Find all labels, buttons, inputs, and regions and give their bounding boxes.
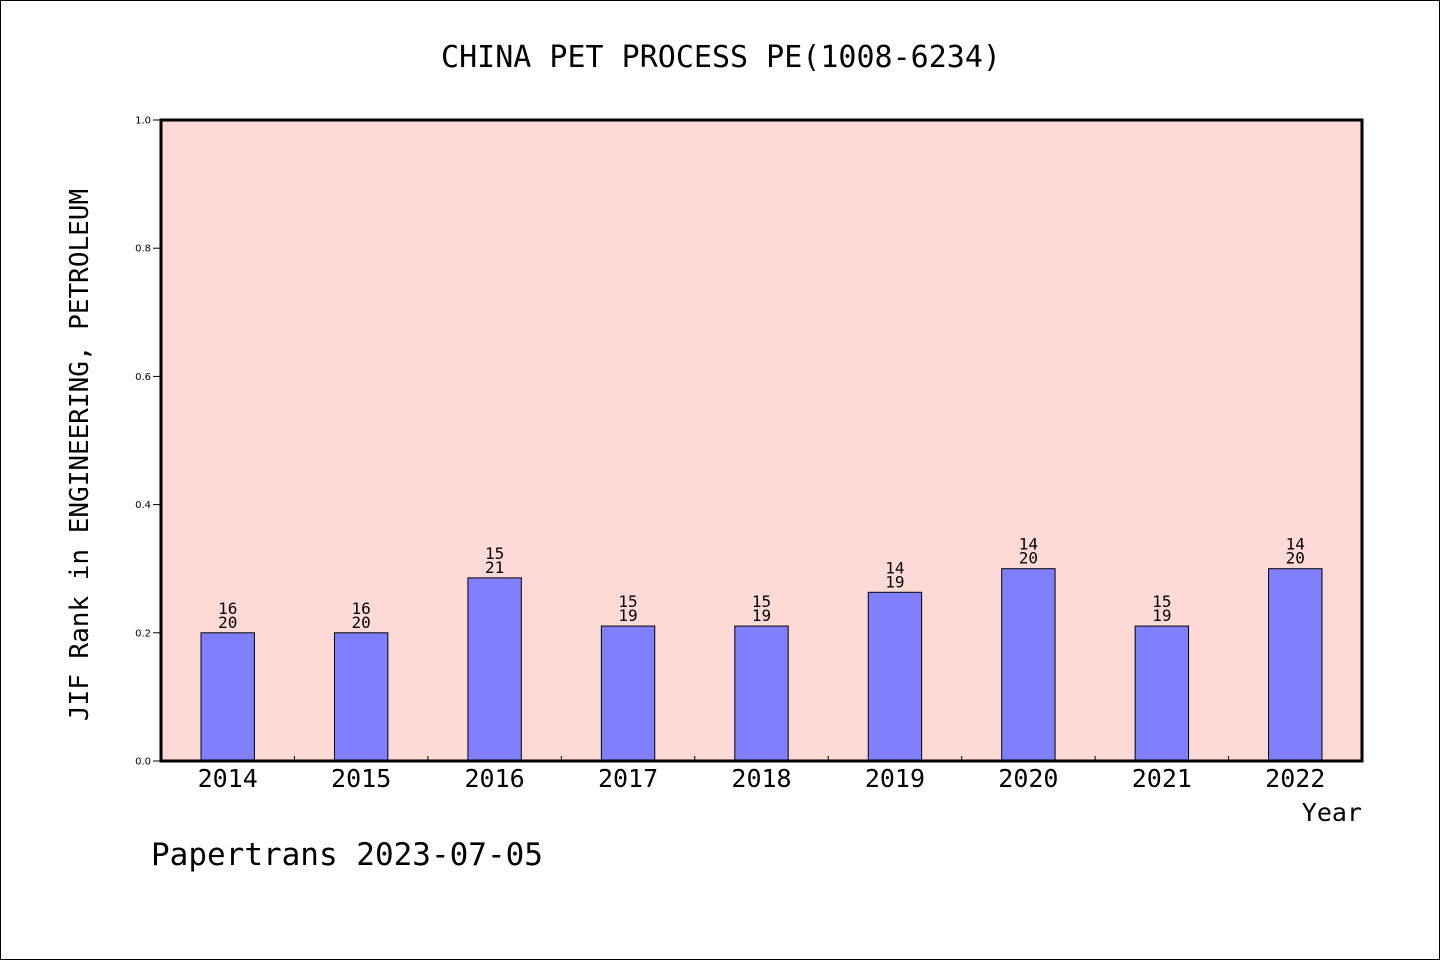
- bar-label-rank: 16: [218, 599, 237, 618]
- bar-label-rank: 14: [885, 558, 904, 577]
- bar: [333, 632, 389, 762]
- bar: [200, 632, 255, 762]
- y-tick-label: 1.0: [135, 116, 151, 127]
- x-tick-label: 2016: [465, 764, 525, 793]
- bar-label-total: 20: [218, 613, 237, 632]
- bar-label-rank: 15: [618, 592, 637, 611]
- bar-label-total: 21: [485, 558, 504, 577]
- x-axis-label: Year: [1302, 798, 1362, 827]
- y-axis-label: JIF Rank in ENGINEERING, PETROLEUM: [65, 189, 95, 721]
- x-tick-label: 2017: [598, 764, 658, 793]
- y-tick-label: 0.4: [135, 500, 151, 511]
- bar-label-total: 20: [1019, 549, 1038, 568]
- bar-label-total: 19: [752, 606, 771, 625]
- bar-label-rank: 15: [752, 592, 771, 611]
- bar: [467, 577, 522, 762]
- y-tick-label: 0.2: [135, 628, 151, 639]
- x-tick-label: 2018: [731, 764, 791, 793]
- bar-label-rank: 15: [1152, 592, 1171, 611]
- x-tick-label: 2022: [1265, 764, 1325, 793]
- bar-label-rank: 14: [1019, 535, 1038, 554]
- x-tick-label: 2020: [998, 764, 1058, 793]
- footer-credit: Papertrans 2023-07-05: [151, 837, 543, 873]
- bar: [600, 625, 656, 762]
- bar-label-total: 19: [618, 606, 637, 625]
- bar: [734, 625, 789, 762]
- x-tick-label: 2015: [331, 764, 391, 793]
- bar-label-rank: 16: [352, 599, 371, 618]
- bar-label-total: 20: [352, 613, 371, 632]
- bar: [867, 591, 923, 762]
- bar-label-total: 20: [1286, 549, 1305, 568]
- x-tick-label: 2014: [198, 764, 258, 793]
- chart-title: CHINA PET PROCESS PE(1008-6234): [441, 40, 1001, 75]
- bar: [1001, 568, 1056, 762]
- y-tick-label: 0.6: [135, 372, 151, 383]
- bar-label-total: 19: [1152, 606, 1171, 625]
- x-tick-label: 2021: [1132, 764, 1192, 793]
- x-tick-label: 2019: [865, 764, 925, 793]
- bar-label-total: 19: [885, 572, 904, 591]
- bar-label-rank: 15: [485, 544, 504, 563]
- bar-label-rank: 14: [1286, 535, 1305, 554]
- y-tick-label: 0.0: [135, 757, 151, 768]
- bar: [1268, 568, 1323, 762]
- bar: [1134, 625, 1190, 762]
- plot-border: [159, 118, 1364, 763]
- y-tick-label: 0.8: [135, 244, 151, 255]
